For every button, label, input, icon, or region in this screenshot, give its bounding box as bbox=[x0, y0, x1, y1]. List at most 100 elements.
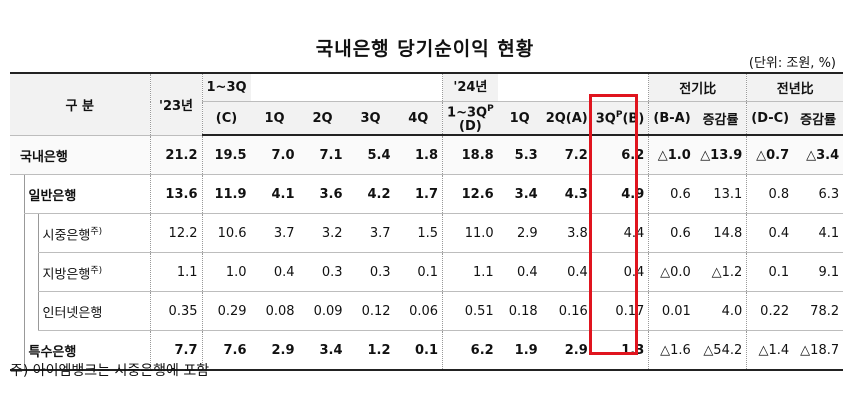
cell-2024-2q: 7.2 bbox=[541, 135, 592, 176]
cell-prevy-rate: △3.4 bbox=[793, 135, 844, 176]
header-prev-quarter-diff: (B-A) bbox=[648, 101, 695, 137]
table-row-special: 특수은행 7.7 7.6 2.9 3.4 1.2 0.1 6.2 1.9 2.9… bbox=[10, 330, 844, 371]
cell-prevy-rate: 9.1 bbox=[793, 252, 844, 293]
table-row-general: 일반은행 13.6 11.9 4.1 3.6 4.2 1.7 12.6 3.4 … bbox=[10, 174, 844, 215]
table-row-commercial: 시중은행주) 12.2 10.6 3.7 3.2 3.7 1.5 11.0 2.… bbox=[10, 213, 844, 254]
cell-2023-q123: 11.9 bbox=[201, 174, 251, 215]
cell-2023-2q: 7.1 bbox=[298, 135, 347, 176]
table-row-domestic: 국내은행 21.2 19.5 7.0 7.1 5.4 1.8 18.8 5.3 … bbox=[10, 135, 844, 176]
indent bbox=[10, 214, 24, 253]
header-2024-3q-b: (B) bbox=[622, 111, 645, 127]
cell-2023-q123: 0.29 bbox=[201, 291, 251, 332]
cell-2024-3q: 0.17 bbox=[591, 291, 649, 332]
header-2024-3qb: 3QP(B) bbox=[591, 101, 649, 137]
header-prev-quarter-rate: 증감률 bbox=[694, 101, 747, 137]
cell-2023-4q: 1.7 bbox=[394, 174, 443, 215]
cell-prevq-rate: 13.1 bbox=[694, 174, 747, 215]
row-label: 일반은행 bbox=[23, 174, 150, 215]
cell-2023-4q: 0.1 bbox=[394, 252, 443, 293]
cell-prevq-diff: 0.6 bbox=[648, 213, 695, 254]
footnote-marker: 주) bbox=[90, 226, 103, 237]
row-label: 지방은행주) bbox=[37, 252, 150, 293]
cell-2023-3q: 0.12 bbox=[346, 291, 395, 332]
header-2024-q123: 1~3QP bbox=[447, 102, 494, 120]
header-2023-quarters-spacer bbox=[250, 73, 443, 102]
row-label: 인터넷은행 bbox=[37, 291, 150, 332]
header-2023-4q: 4Q bbox=[394, 101, 443, 137]
header-2024-d: 1~3QP (D) bbox=[442, 101, 498, 137]
indent bbox=[10, 175, 24, 214]
cell-prevy-diff: 0.4 bbox=[746, 213, 794, 254]
cell-prevy-rate: 4.1 bbox=[793, 213, 844, 254]
cell-2023-q123: 7.6 bbox=[201, 330, 251, 371]
header-prev-year-diff: (D-C) bbox=[746, 101, 794, 137]
row-label-text: 지방은행 bbox=[42, 266, 91, 282]
header-2023-q123-top: 1~3Q bbox=[206, 79, 247, 95]
row-label: 국내은행 bbox=[10, 135, 150, 176]
cell-2024-1q: 0.18 bbox=[497, 291, 542, 332]
cell-2024-1q: 2.9 bbox=[497, 213, 542, 254]
cell-2024-3q: 4.4 bbox=[591, 213, 649, 254]
header-2023-2q: 2Q bbox=[298, 101, 347, 137]
cell-2023-1q: 2.9 bbox=[250, 330, 299, 371]
header-2024-year: '24년 bbox=[453, 79, 488, 95]
cell-2023-2q: 3.4 bbox=[298, 330, 347, 371]
cell-2024-3q: 4.9 bbox=[591, 174, 649, 215]
cell-2024-q123: 1.1 bbox=[442, 252, 498, 293]
header-prev-quarter: 전기比 bbox=[648, 73, 747, 102]
footnote-marker: 주) bbox=[90, 265, 103, 276]
indent bbox=[23, 213, 38, 253]
row-label: 시중은행주) bbox=[37, 213, 150, 254]
header-2024-2qa: 2Q(A) bbox=[541, 101, 592, 137]
row-label-text: 시중은행 bbox=[42, 227, 91, 243]
cell-2023-1q: 4.1 bbox=[250, 174, 299, 215]
header-2023: '23년 bbox=[149, 73, 202, 136]
cell-prevq-diff: △1.0 bbox=[648, 135, 695, 176]
cell-2023-2q: 3.2 bbox=[298, 213, 347, 254]
cell-2023-2q: 3.6 bbox=[298, 174, 347, 215]
unit-label: (단위: 조원, %) bbox=[748, 56, 836, 71]
cell-prevq-rate: △1.2 bbox=[694, 252, 747, 293]
header-row-2: (C) 1Q 2Q 3Q 4Q 1~3QP (D) 1Q 2Q(A) 3QP(B… bbox=[10, 101, 844, 137]
cell-2023-3q: 0.3 bbox=[346, 252, 395, 293]
cell-prevq-diff: △1.6 bbox=[648, 330, 695, 371]
footnote: 주) 아이엠뱅크는 시중은행에 포함 bbox=[10, 363, 210, 379]
cell-2023-3q: 4.2 bbox=[346, 174, 395, 215]
cell-2023-4q: 0.06 bbox=[394, 291, 443, 332]
cell-2023-2q: 0.09 bbox=[298, 291, 347, 332]
header-2023-3q: 3Q bbox=[346, 101, 395, 137]
cell-2023-3q: 3.7 bbox=[346, 213, 395, 254]
cell-prevy-diff: 0.8 bbox=[746, 174, 794, 215]
cell-prevy-rate: 6.3 bbox=[793, 174, 844, 215]
cell-prevy-diff: 0.1 bbox=[746, 252, 794, 293]
header-2023-c: (C) bbox=[201, 101, 251, 137]
header-2023-q123: 1~3Q bbox=[201, 73, 251, 102]
cell-2024-2q: 0.16 bbox=[541, 291, 592, 332]
header-2024-quarters-spacer bbox=[497, 73, 649, 102]
cell-2024-2q: 4.3 bbox=[541, 174, 592, 215]
cell-2023: 13.6 bbox=[149, 174, 202, 215]
cell-2024-1q: 3.4 bbox=[497, 174, 542, 215]
cell-prevy-rate: 78.2 bbox=[793, 291, 844, 332]
cell-prevq-diff: 0.6 bbox=[648, 174, 695, 215]
header-row-1: 구 분 '23년 1~3Q '24년 전기比 전년比 bbox=[10, 73, 844, 136]
cell-2023-4q: 0.1 bbox=[394, 330, 443, 371]
cell-2023-q123: 1.0 bbox=[201, 252, 251, 293]
cell-2024-q123: 6.2 bbox=[442, 330, 498, 371]
header-2024-d-label: (D) bbox=[459, 119, 482, 135]
cell-2024-3q: 1.3 bbox=[591, 330, 649, 371]
cell-2023-4q: 1.5 bbox=[394, 213, 443, 254]
cell-2023-1q: 7.0 bbox=[250, 135, 299, 176]
header-prev-year: 전년比 bbox=[746, 73, 844, 102]
indent bbox=[10, 292, 24, 331]
indent bbox=[23, 291, 38, 331]
cell-2023-1q: 0.4 bbox=[250, 252, 299, 293]
header-2024-q123-sup: P bbox=[487, 104, 494, 114]
cell-2023-4q: 1.8 bbox=[394, 135, 443, 176]
cell-prevq-rate: 14.8 bbox=[694, 213, 747, 254]
cell-2023-1q: 0.08 bbox=[250, 291, 299, 332]
cell-2024-3q: 6.2 bbox=[591, 135, 649, 176]
cell-2023: 12.2 bbox=[149, 213, 202, 254]
cell-prevq-rate: 4.0 bbox=[694, 291, 747, 332]
cell-prevy-diff: △1.4 bbox=[746, 330, 794, 371]
